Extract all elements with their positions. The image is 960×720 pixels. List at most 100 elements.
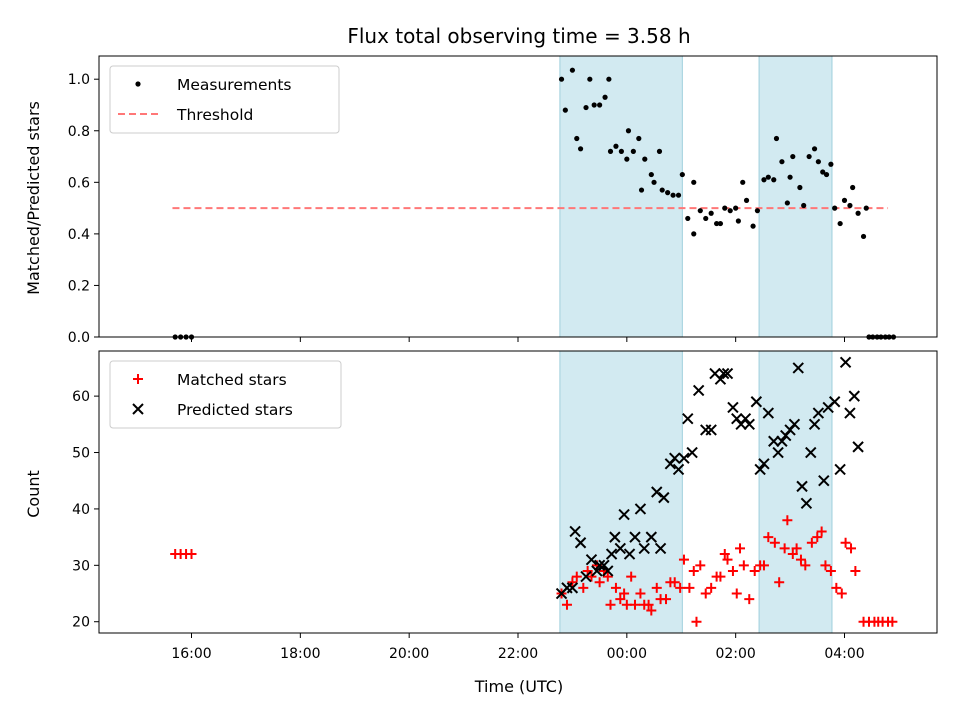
top-measurements-point-15 [607,148,614,154]
bottom-matched-stars-point-10 [586,571,597,582]
bottom-matched-stars-point-65 [831,582,842,593]
top-y-axis-label: Matched/Predicted stars [24,101,43,295]
bottom-predicted-stars-point-61 [839,356,852,368]
bottom-predicted-stars-point-26 [678,452,690,464]
bottom-matched-stars-point-17 [615,594,626,605]
top-measurements-point-17 [618,148,624,154]
bottom-predicted-stars-point-17 [634,503,647,515]
bottom-matched-stars-point-7 [571,571,582,582]
bottom-matched-stars-point-48 [749,565,760,576]
top-measurements-point-38 [714,220,720,227]
top-measurements-point-12 [597,102,603,108]
bottom-matched-stars-point-55 [782,515,793,526]
bottom-predicted-stars-point-46 [772,446,784,459]
bottom-predicted-stars-point-6 [585,553,598,566]
bottom-legend-marker-1 [132,403,144,415]
bottom-shaded-interval-0 [559,350,683,634]
bottom-matched-stars-point-63 [820,560,831,571]
bottom-predicted-stars-point-27 [682,412,694,425]
top-measurements-point-33 [691,179,697,185]
top-measurements-point-21 [636,135,642,142]
bottom-predicted-stars-point-62 [844,407,856,419]
bottom-matched-stars-point-54 [779,543,790,554]
top-measurements-point-39 [717,220,724,227]
top-measurements-point-30 [675,192,682,198]
top-measurements-point-54 [787,174,793,180]
top-measurements-point-61 [820,169,826,175]
bottom-panel-counts: 20 30 40 50 60 16:00 18:00 20:00 22:00 00:00 02:00… [72,350,938,662]
top-legend-box [109,65,340,134]
top-measurements-point-52 [779,159,785,165]
bottom-predicted-stars-point-50 [788,418,801,431]
top-measurements-point-63 [828,161,834,167]
top-measurements-point-22 [638,187,645,193]
bottom-matched-stars-point-44 [731,588,742,599]
top-measurements-point-31 [679,171,685,178]
bottom-predicted-stars-point-4 [574,537,587,549]
bottom-predicted-stars-point-40 [743,418,755,431]
bottom-predicted-stars-point-21 [654,542,667,555]
bottom-matched-stars-point-61 [812,532,823,543]
bottom-matched-stars-point-66 [836,588,847,599]
top-measurements-point-32 [685,215,691,222]
bottom-predicted-stars-point-56 [812,407,825,419]
top-y-tick-label-2: 0.4 [68,227,90,243]
bottom-legend-marker-0 [133,374,143,384]
top-measurements-point-29 [670,192,676,198]
bottom-predicted-stars-point-44 [762,407,775,419]
bottom-matched-stars-point-3 [186,549,197,560]
bottom-matched-stars-point-24 [643,599,654,610]
top-measurements-point-7 [574,135,580,142]
top-y-tick-label-3: 0.6 [68,175,90,191]
bottom-matched-stars-point-58 [795,554,806,565]
x-tick-label-2: 20:00 [389,646,429,662]
top-measurements-point-23 [642,156,648,162]
top-measurements-point-26 [656,148,663,154]
top-measurements-point-65 [837,220,843,227]
bottom-predicted-stars-point-45 [768,435,780,447]
bottom-legend-label-1: Predicted stars [177,401,293,419]
bottom-matched-stars-point-56 [787,549,798,560]
bottom-predicted-stars-point-42 [754,463,766,476]
bottom-predicted-stars-point-59 [828,396,841,408]
top-measurements-point-37 [708,210,714,216]
top-measurements-point-28 [665,190,671,196]
top-measurements-point-4 [558,76,565,82]
top-measurements-point-14 [606,76,612,82]
top-measurements-point-25 [651,179,657,185]
bottom-matched-stars-point-26 [651,582,662,593]
bottom-predicted-stars-point-54 [805,446,817,459]
top-measurements-point-71 [863,205,869,211]
bottom-predicted-stars-point-9 [598,559,610,572]
bottom-y-axis-label: Count [24,470,43,518]
x-tick-label-6: 04:00 [824,646,864,662]
bottom-matched-stars-point-52 [769,537,780,548]
bottom-predicted-stars-point-39 [739,412,752,425]
top-measurements-point-68 [850,184,856,191]
top-measurements-point-57 [801,202,807,209]
top-measurements-point-48 [761,177,767,183]
top-measurements-point-16 [613,143,619,149]
bottom-matched-stars-point-76 [887,616,898,627]
bottom-matched-stars-point-60 [806,537,817,548]
top-measurements-point-36 [703,215,709,222]
x-axis-label: Time (UTC) [474,677,563,696]
top-y-tick-label-1: 0.2 [68,278,90,294]
top-measurements-point-43 [735,218,741,224]
top-measurements-point-47 [754,208,761,214]
bottom-matched-stars-point-69 [850,565,861,576]
bottom-predicted-stars-point-25 [672,463,685,476]
top-legend-marker-0 [135,81,141,87]
bottom-predicted-stars-point-28 [686,446,698,459]
bottom-matched-stars-point-8 [578,582,589,593]
bottom-matched-stars-point-62 [816,526,827,537]
bottom-predicted-stars-point-31 [705,424,717,436]
bottom-legend-label-0: Matched stars [177,371,287,389]
top-legend-label-0: Measurements [177,76,292,94]
top-measurements-point-44 [740,179,746,185]
top-measurements-point-20 [630,148,636,154]
bottom-matched-stars-point-51 [763,532,774,543]
bottom-matched-stars-point-47 [744,594,755,605]
bottom-predicted-stars-point-51 [792,362,804,374]
